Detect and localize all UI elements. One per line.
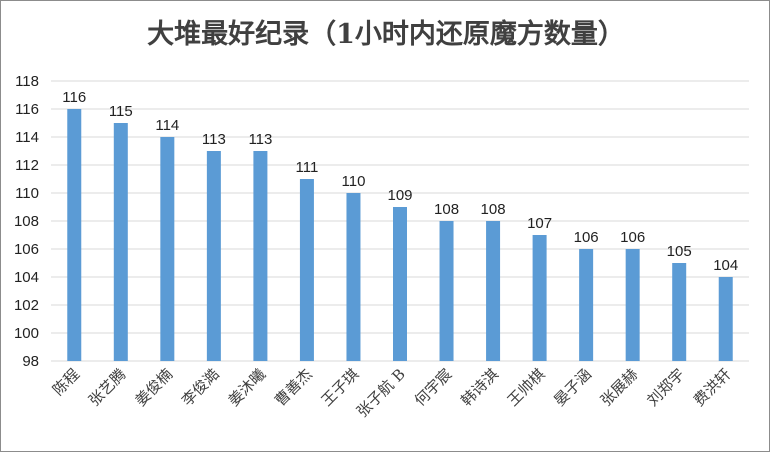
category-label: 曹善杰 (271, 365, 316, 410)
bar (206, 151, 221, 361)
category-label: 王子琪 (318, 365, 363, 410)
bar (625, 249, 640, 361)
data-label: 110 (342, 173, 366, 190)
y-tick-label: 102 (14, 297, 39, 314)
bar (439, 221, 454, 361)
bar (718, 277, 733, 361)
bar (113, 123, 128, 361)
category-label: 姜俊楠 (132, 365, 177, 410)
chart-title: 大堆最好纪录（1小时内还原魔方数量） (147, 18, 625, 50)
bar (299, 179, 314, 361)
y-tick-label: 112 (15, 157, 39, 174)
data-label: 109 (387, 187, 412, 204)
category-label: 张子航 B (353, 365, 409, 421)
data-label: 108 (434, 201, 459, 218)
data-label: 107 (527, 215, 552, 232)
data-label: 106 (620, 229, 645, 246)
category-label: 费洪轩 (690, 365, 735, 410)
bar (346, 193, 361, 361)
bar (579, 249, 594, 361)
data-label: 113 (202, 131, 226, 148)
bar (532, 235, 547, 361)
bars (67, 109, 733, 361)
category-label: 李俊澔 (178, 365, 223, 410)
data-label: 108 (481, 201, 506, 218)
data-label: 113 (248, 131, 272, 148)
category-label: 姜沐曦 (225, 365, 270, 410)
y-axis-ticks: 98 100 102 104 106 108 110 112 114 116 118 (14, 73, 39, 370)
category-label: 韩诗淇 (457, 365, 502, 410)
category-label: 王帅棋 (504, 365, 549, 410)
data-label: 106 (574, 229, 599, 246)
data-label: 111 (296, 159, 319, 176)
data-label: 105 (667, 243, 692, 260)
bar (67, 109, 82, 361)
y-tick-label: 104 (14, 269, 39, 286)
category-label: 晏子涵 (550, 365, 595, 410)
data-label: 104 (713, 257, 738, 274)
y-tick-label: 116 (15, 101, 39, 118)
y-tick-label: 108 (14, 213, 39, 230)
y-tick-label: 100 (14, 325, 39, 342)
bar (160, 137, 175, 361)
y-tick-label: 118 (15, 73, 39, 90)
category-label: 陈程 (49, 365, 83, 399)
y-tick-label: 106 (14, 241, 39, 258)
data-label: 115 (109, 103, 133, 120)
y-tick-label: 110 (15, 185, 39, 202)
data-label: 114 (155, 117, 179, 134)
bar (393, 207, 407, 361)
category-label: 何宇宸 (411, 365, 456, 410)
category-label: 刘郑宇 (643, 365, 688, 410)
bar (486, 221, 501, 361)
bar (672, 263, 687, 361)
category-label: 张艺腾 (85, 365, 130, 410)
y-tick-label: 114 (15, 129, 39, 146)
bar (253, 151, 268, 361)
data-label: 116 (62, 89, 86, 106)
y-tick-label: 98 (22, 353, 39, 370)
category-label: 张展赫 (597, 365, 642, 410)
data-labels: 116 115 114 113 113 111 110 109 108 108 107 106 106 1… (62, 89, 738, 274)
